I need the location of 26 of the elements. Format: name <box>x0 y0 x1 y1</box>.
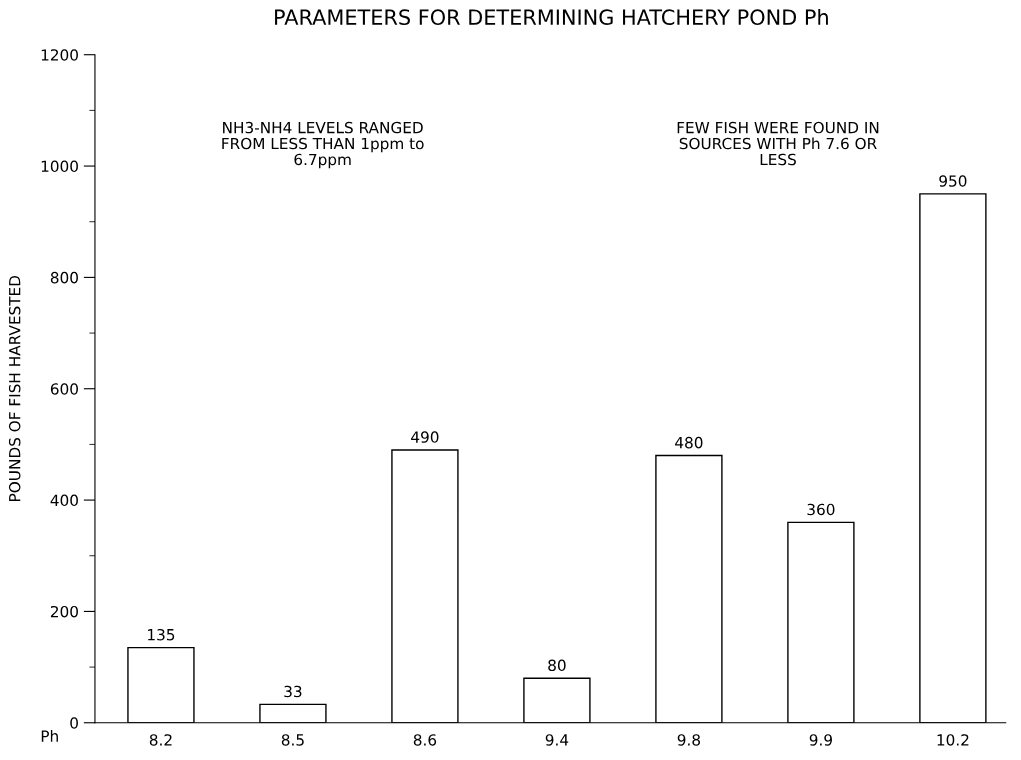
x-tick-label: 10.2 <box>937 734 969 746</box>
data-label: 490 <box>411 431 439 443</box>
y-tick-label: 1000 <box>41 160 78 173</box>
x-axis-title: Ph <box>41 730 58 742</box>
annotation: FEW FISH WERE FOUND IN SOURCES WITH Ph 7.6 OR LESS <box>677 121 879 166</box>
y-tick-label: 600 <box>50 383 78 395</box>
x-tick-label: 9.8 <box>677 734 701 746</box>
x-tick-label: 8.2 <box>149 734 172 746</box>
y-tick-label: 800 <box>50 271 78 284</box>
y-tick-label: 200 <box>50 605 78 618</box>
x-tick-label: 9.4 <box>545 734 569 746</box>
data-label: 950 <box>939 175 967 187</box>
y-tick-label: 400 <box>50 494 78 507</box>
data-label: 135 <box>148 628 175 641</box>
data-label: 480 <box>675 436 703 449</box>
y-tick-label: 0 <box>70 717 78 729</box>
data-label: 80 <box>548 659 566 672</box>
x-tick-label: 8.6 <box>413 734 437 746</box>
x-tick-label: 8.5 <box>281 734 304 746</box>
data-label: 33 <box>284 685 302 698</box>
annotation: NH3-NH4 LEVELS RANGED FROM LESS THAN 1ppm to 6.7ppm <box>222 121 424 169</box>
x-tick-label: 9.9 <box>809 734 832 746</box>
data-label: 360 <box>807 503 835 516</box>
y-axis-title: POUNDS OF FISH HARVESTED <box>8 275 21 501</box>
y-tick-label: 1200 <box>41 49 78 61</box>
chart-title: PARAMETERS FOR DETERMINING HATCHERY POND Ph <box>275 8 828 26</box>
